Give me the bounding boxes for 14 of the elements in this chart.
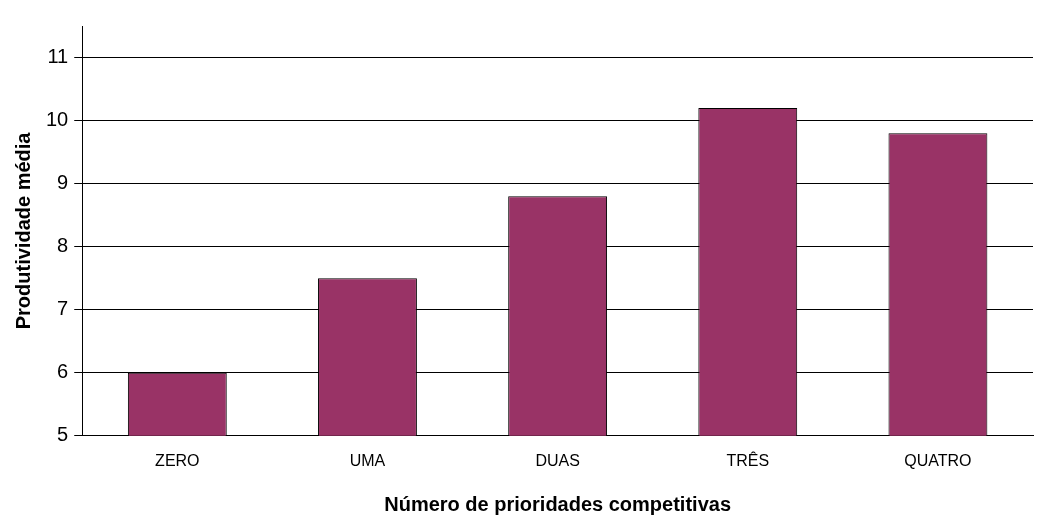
y-axis-title: Produtividade média (11, 131, 34, 330)
x-tick-label: TRÊS (726, 450, 770, 469)
x-tick-label: DUAS (535, 451, 580, 469)
y-tick-label: 7 (57, 297, 69, 320)
x-tick-label: ZERO (155, 451, 200, 469)
x-axis-title: Número de prioridades competitivas (384, 492, 732, 515)
x-tick-label: QUATRO (904, 451, 972, 469)
x-tick-label: UMA (349, 451, 386, 469)
y-tick-label: 10 (46, 108, 69, 131)
y-tick-label: 5 (57, 423, 69, 446)
y-tick-label: 6 (57, 360, 69, 383)
y-tick-label: 11 (47, 45, 69, 68)
y-tick-label: 9 (57, 171, 69, 194)
y-tick-label: 8 (57, 234, 69, 257)
